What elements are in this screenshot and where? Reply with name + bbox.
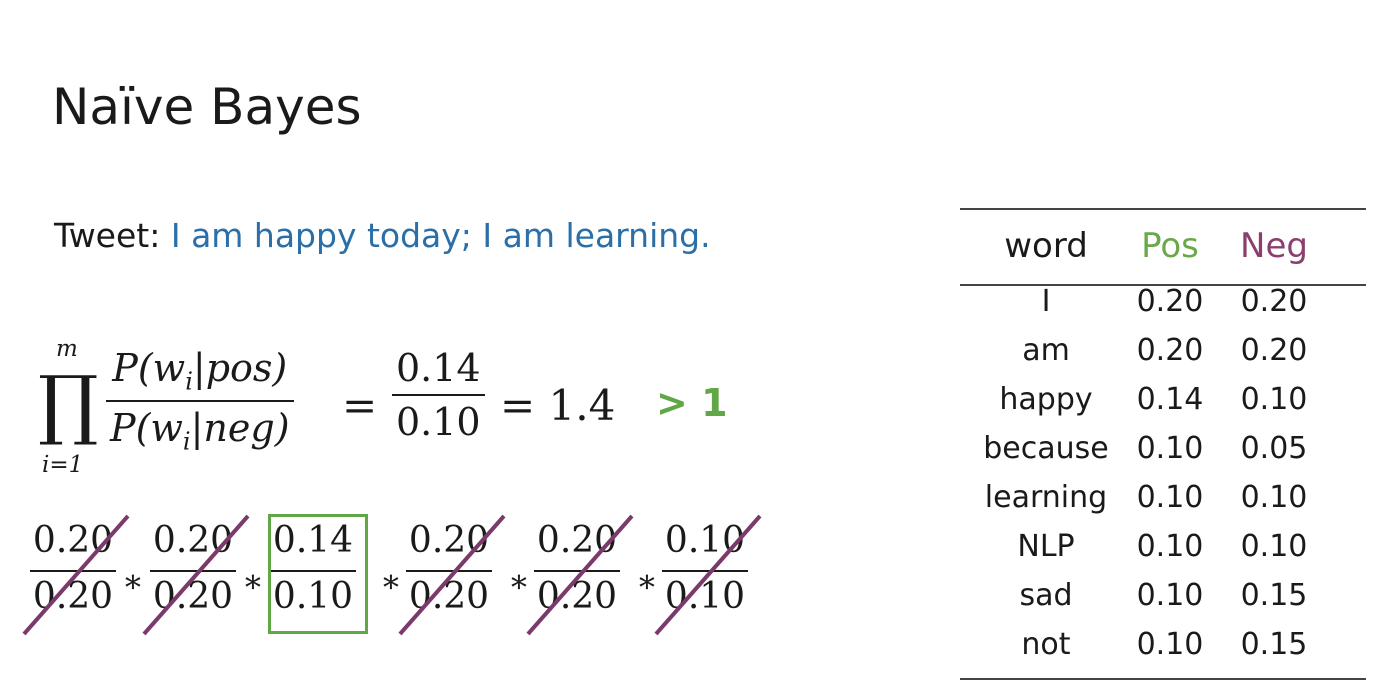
- multiply-sign: ∗: [122, 562, 144, 600]
- cell-pos: 0.10: [1136, 480, 1204, 515]
- cell-pos: 0.20: [1136, 284, 1204, 319]
- multiply-sign: ∗: [380, 562, 402, 600]
- cell-word: am: [1022, 333, 1070, 368]
- product-symbol: ∏: [38, 359, 99, 448]
- table-top-rule: [960, 208, 1366, 210]
- expansion-fraction: 0.20 0.20: [150, 520, 236, 630]
- expansion-numerator: 0.20: [32, 520, 114, 561]
- cancel-strike: [526, 514, 634, 636]
- expansion-fraction: 0.20 0.20: [534, 520, 620, 630]
- expansion-numerator: 0.10: [664, 520, 746, 561]
- cancel-strike: [22, 514, 130, 636]
- cell-neg: 0.10: [1240, 382, 1308, 417]
- cell-word: I: [1041, 284, 1051, 319]
- expansion-numerator: 0.20: [408, 520, 490, 561]
- cell-pos: 0.10: [1136, 627, 1204, 662]
- table-bottom-rule: [960, 678, 1366, 680]
- fraction-bar: [662, 570, 748, 572]
- value-denominator: 0.10: [396, 400, 481, 444]
- expansion-numerator: 0.14: [272, 520, 354, 561]
- cell-neg: 0.10: [1240, 480, 1308, 515]
- highlight-box: [268, 514, 368, 634]
- cell-neg: 0.20: [1240, 333, 1308, 368]
- fraction-bar: [106, 399, 294, 402]
- cell-neg: 0.15: [1240, 627, 1308, 662]
- cell-pos: 0.10: [1136, 578, 1204, 613]
- tweet-text: I am happy today; I am learning.: [170, 216, 711, 255]
- cell-word: because: [983, 431, 1109, 466]
- cell-neg: 0.20: [1240, 284, 1308, 319]
- cell-pos: 0.10: [1136, 529, 1204, 564]
- cell-pos: 0.20: [1136, 333, 1204, 368]
- expansion-fraction: 0.14 0.10: [270, 520, 356, 630]
- product-upper-limit: m: [56, 336, 78, 362]
- expansion-numerator: 0.20: [536, 520, 618, 561]
- fraction-bar: [270, 570, 356, 572]
- slide-title: Naïve Bayes: [52, 78, 362, 136]
- tweet-label: Tweet:: [54, 216, 171, 255]
- cell-word: sad: [1019, 578, 1073, 613]
- header-pos: Pos: [1141, 226, 1199, 266]
- cell-pos: 0.10: [1136, 431, 1204, 466]
- fraction-bar: [30, 570, 116, 572]
- expansion-numerator: 0.20: [152, 520, 234, 561]
- likelihood-ratio-fraction: P(wi|pos) P(wi|neg): [106, 346, 294, 455]
- equals-sign: =: [342, 381, 378, 430]
- cell-pos: 0.14: [1136, 382, 1204, 417]
- cancel-strike: [142, 514, 250, 636]
- cell-word: happy: [999, 382, 1093, 417]
- cancel-strike: [654, 514, 762, 636]
- fraction-bar: [150, 570, 236, 572]
- multiply-sign: ∗: [636, 562, 658, 600]
- multiply-sign: ∗: [508, 562, 530, 600]
- header-word: word: [1004, 226, 1088, 266]
- expansion-denominator: 0.10: [272, 576, 354, 617]
- ratio-denominator: P(wi|neg): [110, 405, 290, 456]
- ratio-numerator: P(wi|pos): [112, 346, 288, 396]
- table-header-rule: [960, 284, 1366, 286]
- cell-word: not: [1021, 627, 1071, 662]
- tweet-line: Tweet: I am happy today; I am learning.: [54, 216, 711, 255]
- fraction-bar: [392, 394, 485, 396]
- cell-neg: 0.05: [1240, 431, 1308, 466]
- cancel-strike: [398, 514, 506, 636]
- cell-neg: 0.10: [1240, 529, 1308, 564]
- product-lower-limit: i=1: [42, 452, 84, 478]
- header-neg: Neg: [1240, 226, 1308, 266]
- cell-word: NLP: [1017, 529, 1075, 564]
- value-fraction: 0.14 0.10: [392, 346, 485, 444]
- comparison-label: > 1: [656, 381, 728, 425]
- fraction-bar: [406, 570, 492, 572]
- result-value: = 1.4: [500, 381, 616, 430]
- cell-neg: 0.15: [1240, 578, 1308, 613]
- fraction-bar: [534, 570, 620, 572]
- multiply-sign: ∗: [242, 562, 264, 600]
- cell-word: learning: [984, 480, 1108, 515]
- value-numerator: 0.14: [396, 346, 481, 390]
